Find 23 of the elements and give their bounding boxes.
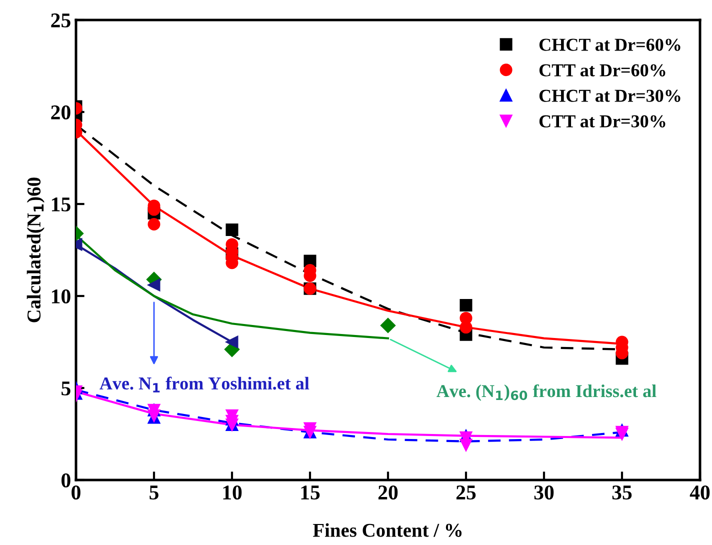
y-tick-label: 15	[52, 197, 70, 212]
legend-label: CHCT at Dr=60%	[539, 38, 680, 51]
x-tick-label: 0	[72, 485, 80, 500]
x-tick-label: 20	[378, 485, 398, 500]
legend-label: CHCT at Dr=30%	[539, 90, 680, 102]
x-tick-label: 10	[223, 485, 242, 500]
y-tick-label: 0	[62, 473, 70, 488]
x-tick-label: 30	[534, 485, 554, 500]
y-tick-label: 10	[52, 289, 70, 304]
y-axis-title: Calculated(N$_{1}$)60	[26, 178, 44, 322]
y-tick-label: 25	[51, 13, 70, 28]
annotation: Ave. (N$_{1}$)$_{60}$ from Idriss.et al	[436, 384, 656, 401]
x-tick-label: 35	[612, 486, 632, 500]
x-tick-label: 25	[456, 486, 476, 500]
annotation: Ave. N$_{1}$ from Yoshimi.et al	[100, 376, 310, 392]
y-tick-label: 5	[62, 382, 70, 396]
legend-label: CTT at Dr=30%	[539, 115, 666, 128]
x-tick-label: 15	[301, 486, 320, 500]
x-tick-label: 40	[690, 485, 710, 500]
y-tick-label: 20	[51, 105, 70, 120]
x-axis-title: Fines Content / %	[312, 523, 462, 537]
legend-label: CTT at Dr=60%	[539, 64, 666, 76]
x-tick-label: 5	[150, 486, 158, 500]
